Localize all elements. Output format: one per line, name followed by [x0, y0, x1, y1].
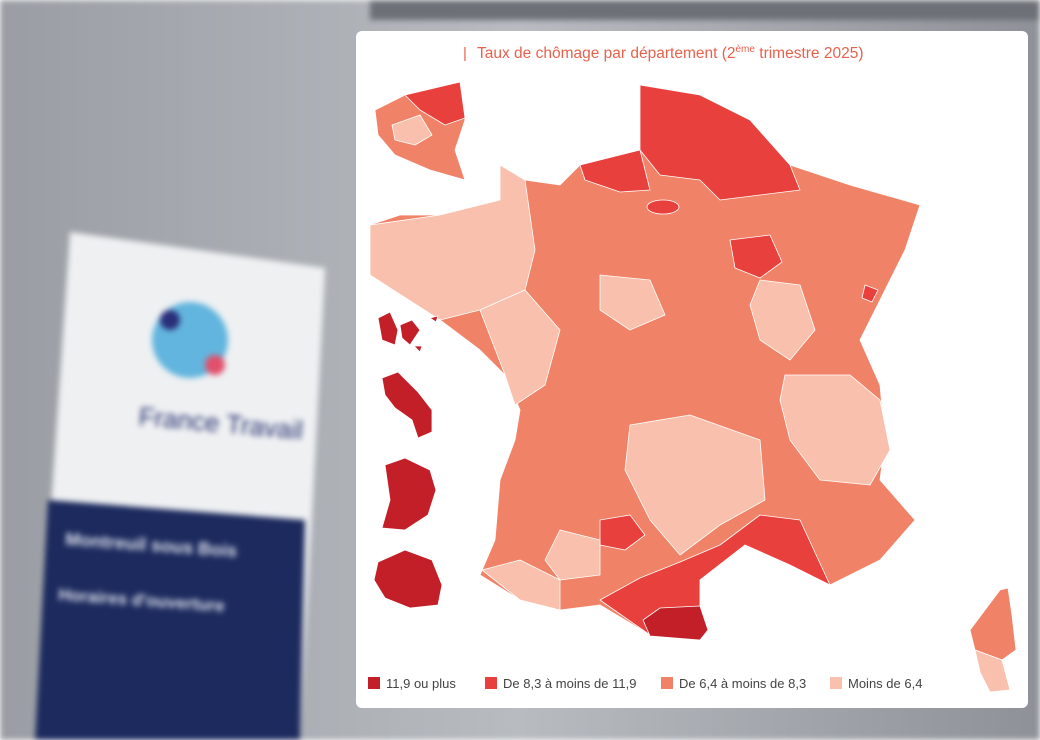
region — [639, 84, 801, 201]
region — [861, 284, 879, 303]
title-part: trimestre 2025) — [755, 45, 864, 62]
title-sup: ème — [736, 44, 756, 55]
beam — [370, 0, 1040, 20]
region — [481, 559, 561, 611]
region — [391, 114, 433, 146]
legend: 11,9 ou plus De 8,3 à moins de 11,9 De 6,4… — [368, 676, 922, 691]
legend-label: De 8,3 à moins de 11,9 — [503, 676, 636, 691]
legend-swatch — [830, 677, 842, 689]
region — [479, 289, 561, 406]
legend-label: Moins de 6,4 — [848, 676, 922, 691]
region — [624, 414, 766, 556]
logo-dot — [205, 355, 225, 375]
region — [579, 149, 651, 193]
region — [729, 234, 783, 279]
region — [377, 311, 439, 353]
legend-swatch — [368, 677, 380, 689]
corsica — [969, 587, 1017, 693]
region — [779, 374, 891, 486]
legend-swatch — [661, 677, 673, 689]
region — [381, 371, 433, 439]
region — [599, 274, 666, 331]
title-part: Taux de chômage par département (2 — [477, 45, 736, 62]
region — [369, 164, 536, 321]
overseas — [373, 311, 443, 609]
legend-swatch — [485, 677, 497, 689]
inset-paris — [374, 81, 466, 181]
region — [373, 549, 443, 609]
sign-panel — [35, 500, 305, 740]
region — [404, 81, 466, 126]
title-bar: | — [463, 45, 467, 62]
region — [749, 279, 816, 361]
region — [381, 457, 437, 531]
france — [369, 84, 921, 641]
map-title: Taux de chômage par département (2ème tr… — [477, 44, 864, 62]
region — [642, 605, 709, 641]
legend-label: De 6,4 à moins de 8,3 — [679, 676, 806, 691]
region — [974, 649, 1011, 693]
region — [646, 199, 680, 215]
logo-dot — [160, 310, 180, 330]
legend-label: 11,9 ou plus — [386, 676, 456, 691]
region — [544, 529, 601, 581]
